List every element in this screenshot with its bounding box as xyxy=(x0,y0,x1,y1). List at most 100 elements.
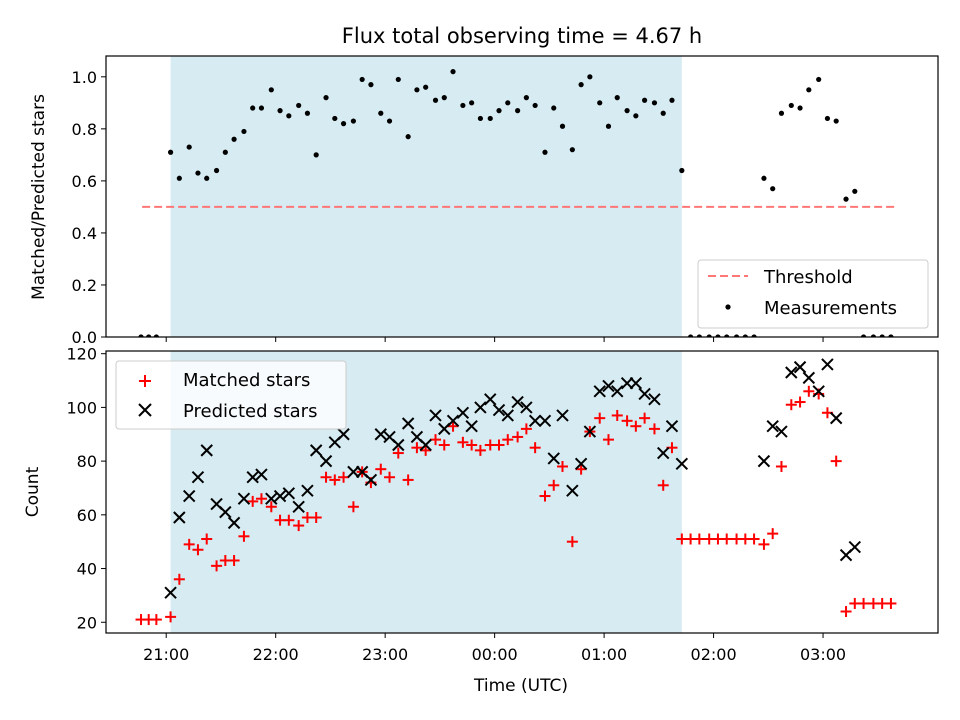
predicted-point xyxy=(648,393,661,406)
predicted-point-b xyxy=(347,465,360,479)
predicted-point-b xyxy=(629,377,643,390)
measurement-point xyxy=(368,82,374,88)
measurement-point xyxy=(195,170,201,176)
measurement-point xyxy=(633,113,639,119)
measurement-point xyxy=(706,334,712,337)
matched-point xyxy=(228,554,240,566)
predicted-point xyxy=(812,385,825,398)
matched-point xyxy=(420,444,432,456)
measurement-point xyxy=(186,144,192,150)
matched-point xyxy=(630,420,642,432)
predicted-point xyxy=(620,377,634,390)
predicted-point-b xyxy=(829,411,843,425)
predicted-point-b xyxy=(337,428,350,441)
predicted-point xyxy=(173,511,186,524)
matched-point xyxy=(785,399,797,411)
predicted-point xyxy=(374,428,387,441)
measurement-point xyxy=(167,149,174,155)
measurement-point xyxy=(559,123,566,129)
matched-point xyxy=(283,514,295,526)
predicted-point-b xyxy=(821,358,834,371)
predicted-point-b xyxy=(446,414,460,428)
predicted-point-b xyxy=(602,379,615,393)
predicted-point xyxy=(292,500,305,513)
predicted-point-b xyxy=(410,430,424,444)
matched-point xyxy=(255,493,267,505)
predicted-point-b xyxy=(812,385,825,398)
predicted-point xyxy=(766,419,779,433)
predicted-point xyxy=(665,419,679,433)
predicted-point-b xyxy=(273,489,287,503)
measurement-point xyxy=(587,74,593,80)
top-legend-box xyxy=(697,259,929,329)
predicted-point-b xyxy=(757,454,771,468)
predicted-point-b xyxy=(620,377,634,390)
x-tick-label: 03:00 xyxy=(800,645,846,664)
predicted-point xyxy=(675,457,689,471)
measurement-point xyxy=(806,87,812,93)
matched-point xyxy=(693,533,705,545)
measurement-point xyxy=(515,108,521,114)
predicted-point-b xyxy=(227,516,241,530)
measurement-point xyxy=(770,186,776,192)
measurement-point xyxy=(715,334,721,337)
predicted-point-b xyxy=(556,409,569,422)
measurement-point xyxy=(405,134,411,140)
predicted-point xyxy=(182,489,196,503)
matched-point xyxy=(347,501,359,513)
matched-point xyxy=(639,412,651,424)
top-legend: Threshold Measurements xyxy=(697,259,929,329)
measurement-point xyxy=(696,334,702,337)
measurement-point xyxy=(423,84,429,90)
measurement-point xyxy=(460,102,466,109)
predicted-point xyxy=(419,438,432,452)
measurement-point xyxy=(359,76,365,83)
matched-point xyxy=(830,455,842,467)
measurement-point xyxy=(824,115,831,122)
predicted-point-b xyxy=(638,387,651,401)
matched-point xyxy=(201,533,213,545)
predicted-point xyxy=(511,395,524,409)
predicted-point xyxy=(848,540,862,554)
bottom-y-tick-label: 60 xyxy=(77,506,97,525)
predicted-point-b xyxy=(465,419,478,433)
predicted-point-b xyxy=(364,473,378,487)
predicted-point-b xyxy=(237,492,251,505)
matched-point xyxy=(858,597,870,609)
matched-point xyxy=(566,536,578,548)
predicted-point xyxy=(255,468,268,481)
predicted-point-b xyxy=(319,454,333,468)
predicted-point xyxy=(337,428,350,441)
predicted-point-b xyxy=(401,417,415,430)
predicted-point-b xyxy=(785,366,798,379)
measurement-point xyxy=(277,108,283,114)
x-axis-label: Time (UTC) xyxy=(473,676,568,696)
matched-point xyxy=(320,471,332,483)
predicted-point xyxy=(520,401,533,414)
predicted-point-b xyxy=(520,401,533,414)
measurement-point xyxy=(241,128,247,135)
predicted-point-b xyxy=(484,393,497,406)
matched-point xyxy=(211,560,223,572)
x-tick-label: 01:00 xyxy=(581,645,627,664)
matched-point xyxy=(411,442,423,454)
predicted-point xyxy=(556,409,569,422)
measurement-point xyxy=(733,334,740,337)
bottom-legend: Matched stars Predicted stars xyxy=(115,360,347,430)
measurement-point xyxy=(788,102,794,109)
bottom-y-tick-label: 100 xyxy=(66,398,97,417)
predicted-point xyxy=(301,484,314,497)
predicted-legend-swatch xyxy=(138,403,152,417)
predicted-point-b xyxy=(538,414,552,428)
predicted-point xyxy=(492,403,506,417)
predicted-point xyxy=(429,409,442,422)
predicted-point xyxy=(657,446,670,460)
top-axes-frame xyxy=(105,55,939,338)
measurement-point xyxy=(477,115,483,122)
matched-point xyxy=(247,495,259,507)
matched-point xyxy=(329,474,341,486)
measurement-point xyxy=(569,147,575,153)
matched-point xyxy=(192,544,204,556)
x-tick-label: 23:00 xyxy=(362,645,408,664)
measurement-point xyxy=(742,334,748,337)
